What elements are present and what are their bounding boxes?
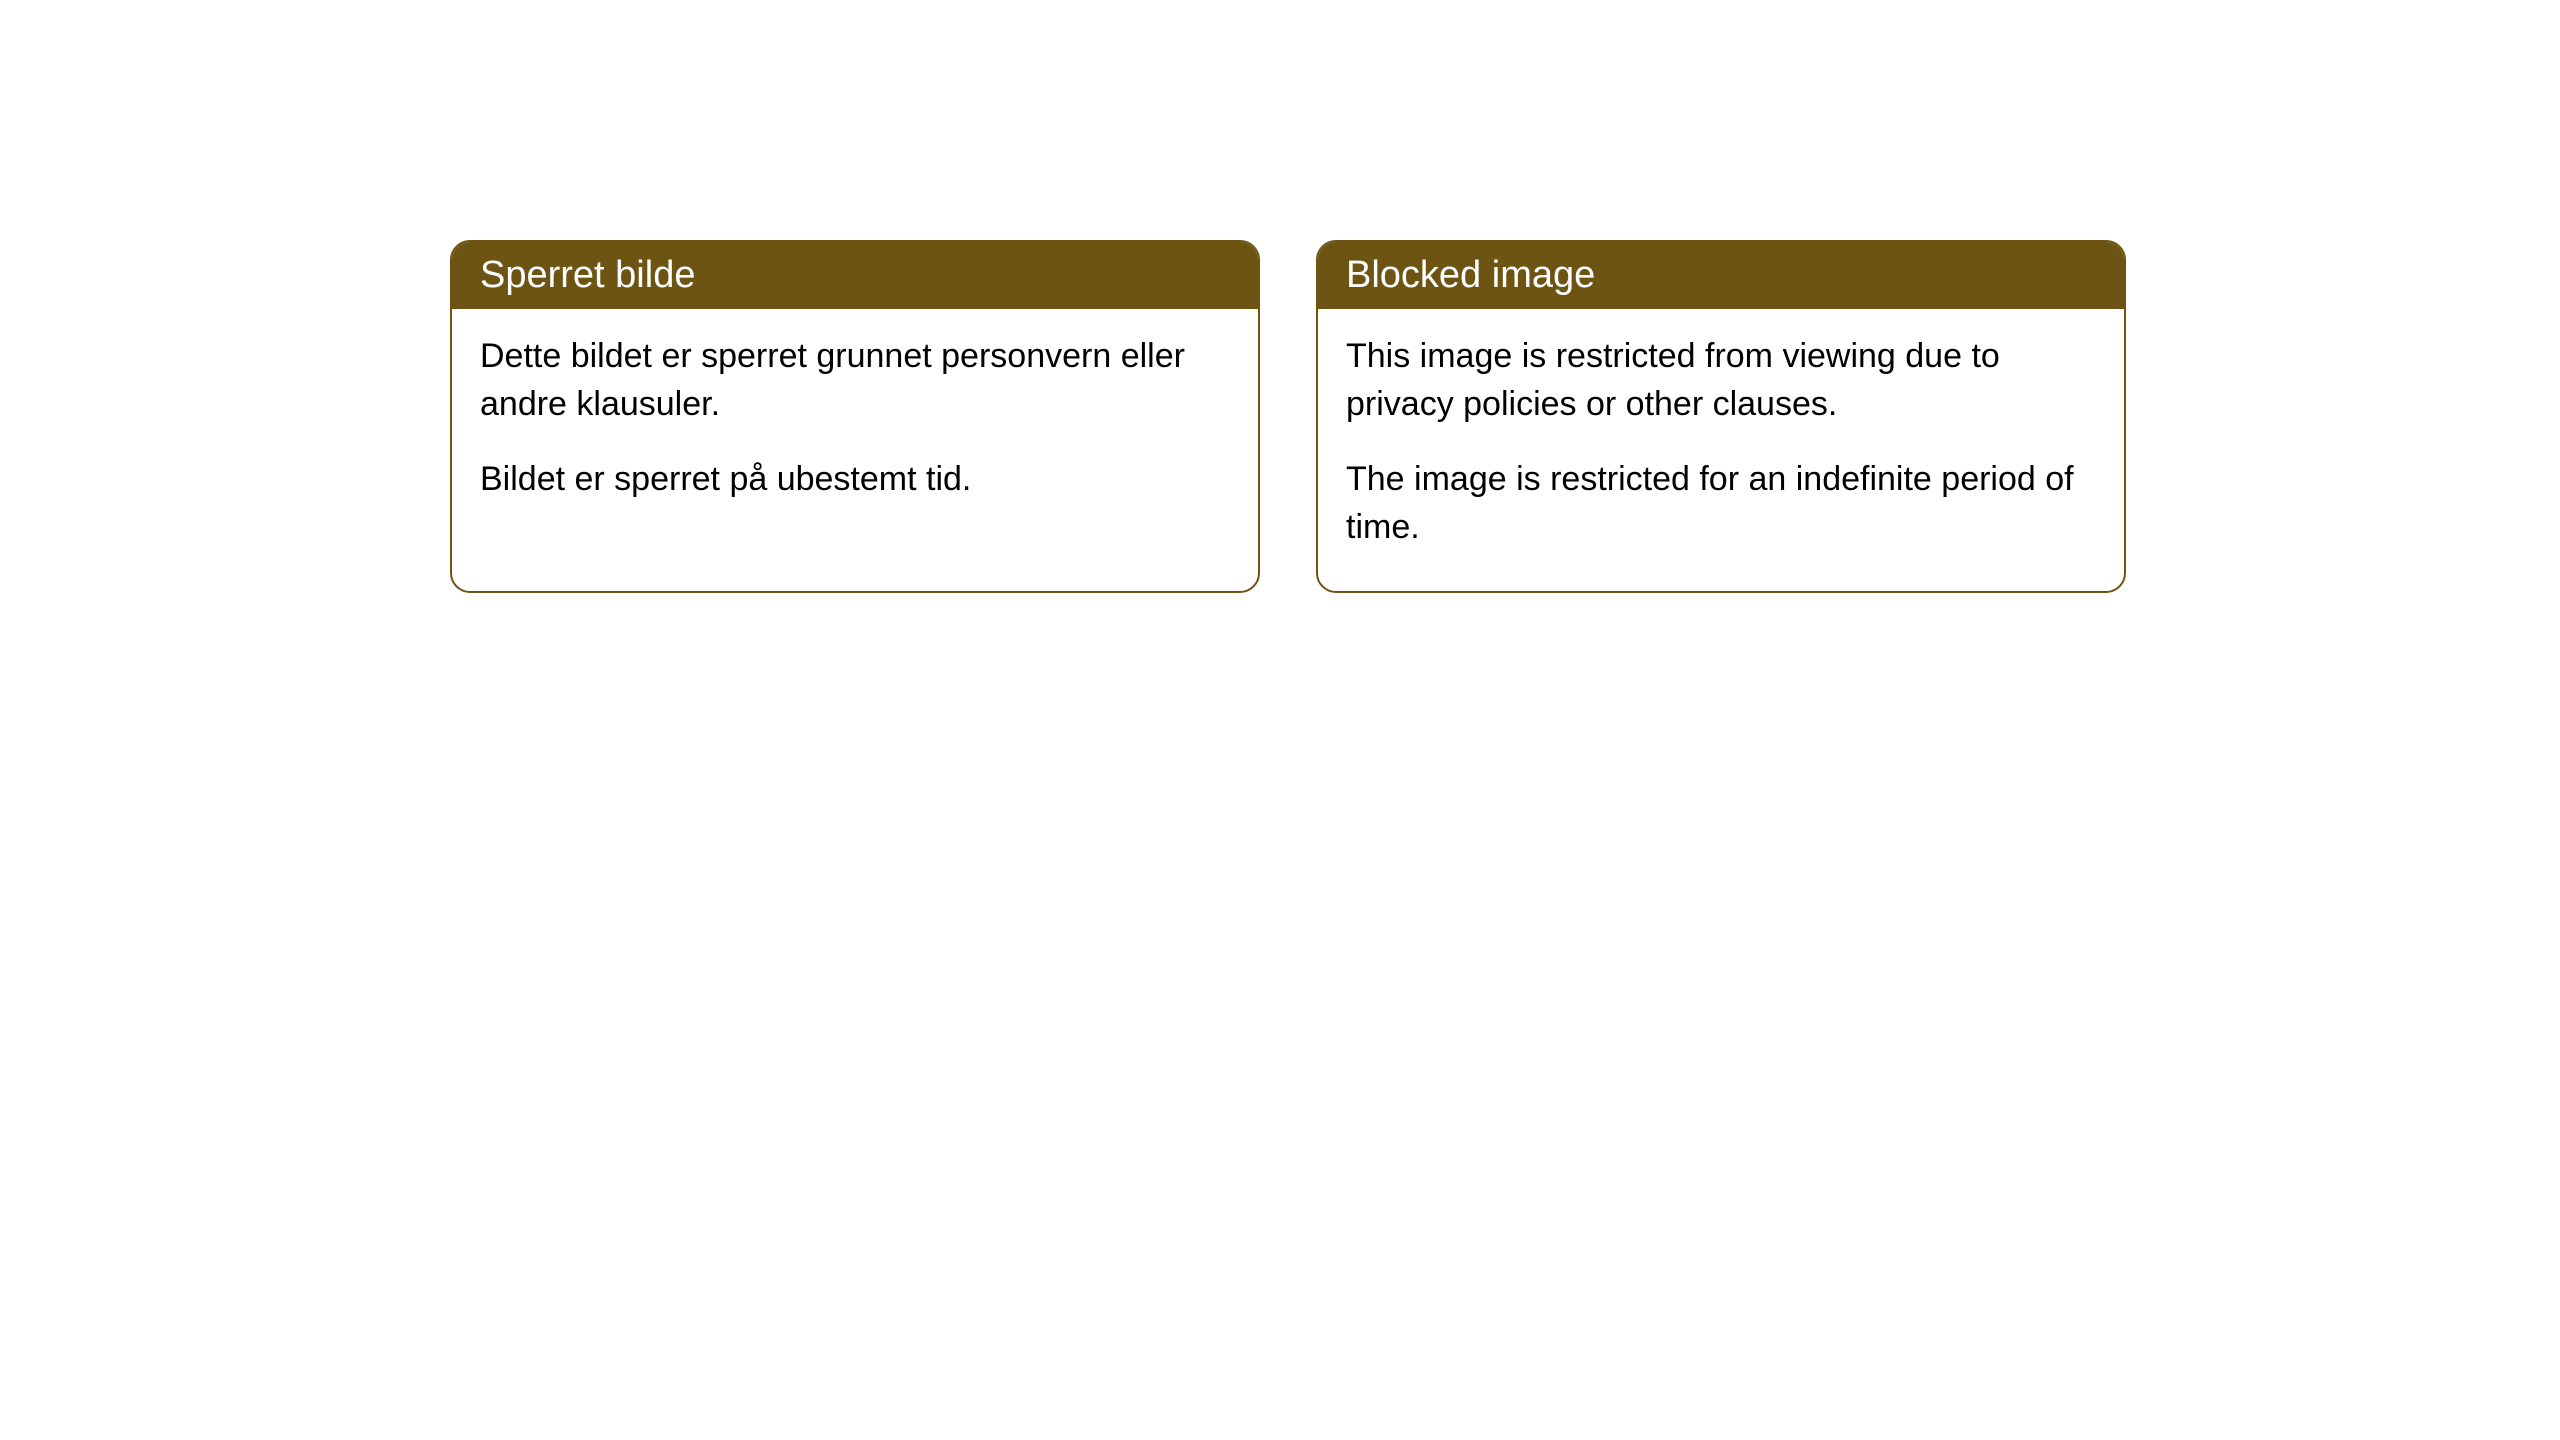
card-title: Sperret bilde — [480, 254, 695, 296]
card-paragraph: This image is restricted from viewing du… — [1346, 333, 2096, 428]
card-paragraph: Dette bildet er sperret grunnet personve… — [480, 333, 1230, 428]
card-title: Blocked image — [1346, 254, 1595, 296]
card-paragraph: Bildet er sperret på ubestemt tid. — [480, 456, 1230, 504]
card-header-norwegian: Sperret bilde — [452, 242, 1258, 309]
card-body-english: This image is restricted from viewing du… — [1318, 309, 2124, 591]
notice-card-norwegian: Sperret bilde Dette bildet er sperret gr… — [450, 240, 1260, 593]
notice-card-english: Blocked image This image is restricted f… — [1316, 240, 2126, 593]
card-header-english: Blocked image — [1318, 242, 2124, 309]
card-body-norwegian: Dette bildet er sperret grunnet personve… — [452, 309, 1258, 544]
notice-cards-container: Sperret bilde Dette bildet er sperret gr… — [450, 240, 2560, 593]
card-paragraph: The image is restricted for an indefinit… — [1346, 456, 2096, 551]
